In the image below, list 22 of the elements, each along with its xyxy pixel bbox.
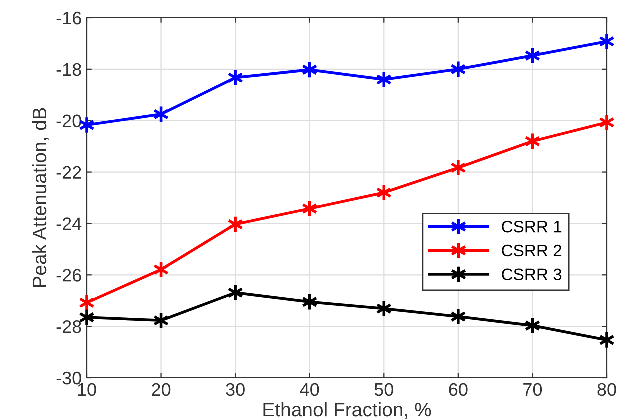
x-tick-label: 50: [374, 383, 394, 396]
x-tick-label: 60: [449, 383, 468, 396]
x-tick-label: 30: [226, 383, 245, 396]
y-tick-label: -26: [56, 269, 82, 282]
y-tick-label: -20: [56, 114, 82, 128]
x-tick-label: 10: [78, 383, 96, 396]
y-axis-title: Peak Attenuation, dB: [32, 108, 49, 288]
y-tick-label: -30: [56, 372, 82, 385]
x-tick-label: 70: [524, 383, 542, 396]
y-tick-label: -28: [56, 320, 82, 334]
y-tick-label: -18: [56, 63, 82, 76]
legend-label: CSRR 1: [502, 220, 562, 233]
point: [598, 114, 616, 132]
x-tick-label: 20: [152, 383, 171, 396]
x-axis-title: Ethanol Fraction, %: [264, 402, 432, 419]
legend-label: CSRR 3: [502, 268, 562, 281]
legend-label: CSRR 2: [502, 244, 562, 257]
y-tick-label: -24: [56, 218, 82, 230]
y-tick-label: -16: [56, 12, 82, 25]
x-tick-label: 40: [300, 383, 320, 396]
y-tick-label: -22: [56, 166, 82, 179]
x-tick-label: 80: [598, 383, 616, 396]
